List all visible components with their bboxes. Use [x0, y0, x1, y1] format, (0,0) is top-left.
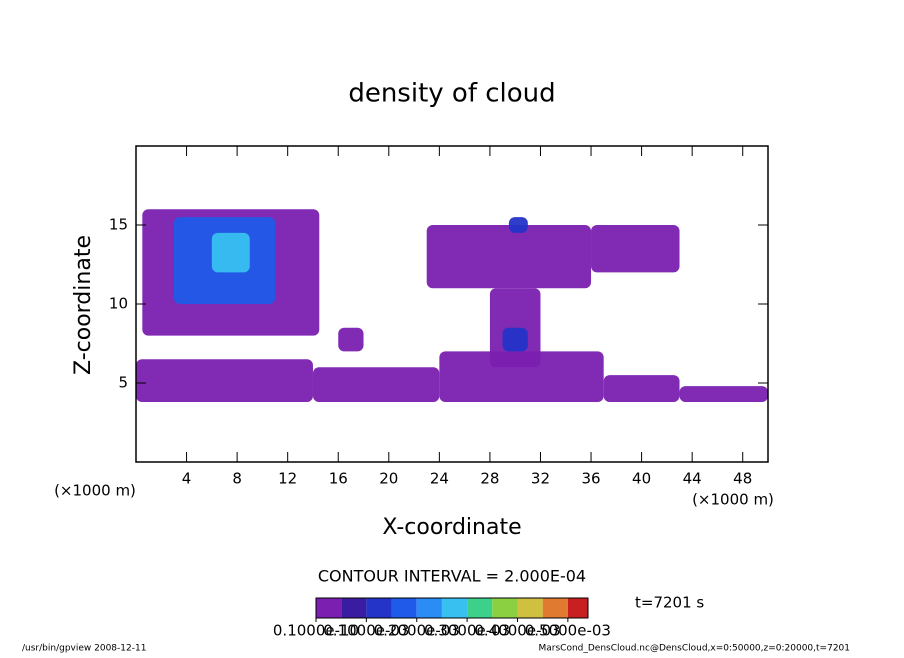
cloud-patch [591, 225, 680, 273]
x-tick-label: 4 [182, 470, 192, 488]
colorbar-swatch [567, 598, 588, 618]
y-unit: (×1000 m) [54, 482, 136, 500]
colorbar-tick-label: 0.5000e-03 [525, 622, 611, 640]
colorbar-swatch [366, 598, 392, 618]
colorbar-swatch [391, 598, 417, 618]
y-tick-label: 10 [109, 295, 128, 313]
x-tick-label: 20 [379, 470, 398, 488]
cloud-patch [508, 217, 528, 233]
footer-left: /usr/bin/gpview 2008-12-11 [22, 644, 146, 654]
cloud-patch [439, 351, 604, 402]
colorbar-swatch [441, 598, 468, 618]
x-tick-label: 48 [733, 470, 752, 488]
colorbar-swatch [467, 598, 493, 618]
time-label: t=7201 s [635, 594, 704, 612]
y-tick-label: 15 [109, 216, 128, 234]
cloud-patch [502, 327, 528, 352]
x-tick-label: 16 [329, 470, 348, 488]
x-tick-label: 24 [430, 470, 449, 488]
cloud-patch [679, 386, 768, 402]
colorbar-tick-label: 0.4000e-03 [474, 622, 560, 640]
colorbar-swatch [341, 598, 367, 618]
x-axis-label: X-coordinate [382, 515, 521, 540]
chart-title: density of cloud [348, 79, 555, 109]
footer-right: MarsCond_DensCloud.nc@DensCloud,x=0:5000… [539, 644, 851, 654]
cloud-patch [312, 367, 440, 402]
cloud-patch [136, 359, 313, 402]
y-axis-label: Z-coordinate [71, 235, 96, 375]
x-unit: (×1000 m) [692, 491, 774, 509]
colorbar-swatch [517, 598, 543, 618]
cloud-patch [211, 232, 250, 273]
colorbar-tick-label: 0.1000e-10 [273, 622, 359, 640]
cloud-patch [338, 327, 364, 352]
x-tick-label: 8 [232, 470, 242, 488]
contour-interval: CONTOUR INTERVAL = 2.000E-04 [318, 567, 586, 586]
colorbar-frame [315, 597, 589, 619]
x-tick-label: 40 [632, 470, 651, 488]
cloud-patch [426, 225, 592, 289]
x-tick-label: 36 [581, 470, 600, 488]
colorbar-tick-label: 0.2000e-03 [374, 622, 460, 640]
colorbar-swatch [416, 598, 442, 618]
x-tick-label: 12 [278, 470, 297, 488]
x-tick-label: 28 [480, 470, 499, 488]
colorbar-swatch [542, 598, 568, 618]
colorbar-swatch [492, 598, 518, 618]
colorbar-tick-label: 0.3000e-03 [424, 622, 510, 640]
x-tick-label: 32 [531, 470, 550, 488]
y-tick-label: 5 [118, 374, 128, 392]
colorbar-swatch [316, 598, 342, 618]
colorbar-tick-label: 0.1000e-03 [323, 622, 409, 640]
x-tick-label: 44 [683, 470, 702, 488]
cloud-patch [603, 375, 680, 402]
